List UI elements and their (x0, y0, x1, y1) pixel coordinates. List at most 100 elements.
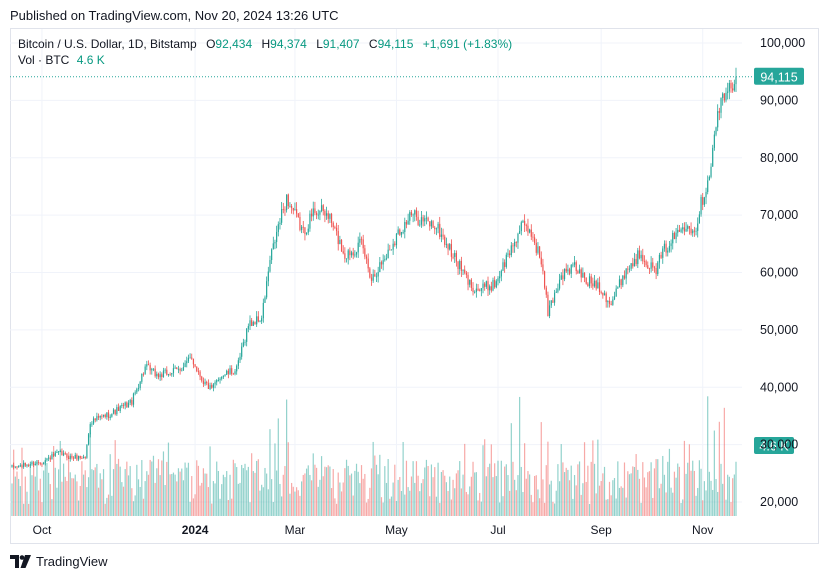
candle-body (618, 279, 621, 288)
candle-body (157, 373, 160, 378)
volume-bar (181, 468, 183, 516)
volume-bar (485, 476, 487, 516)
candle-body (524, 220, 526, 226)
candle-body (663, 243, 666, 249)
volume-bar (191, 476, 193, 516)
volume-bar (222, 474, 224, 516)
candle-body (322, 205, 324, 211)
candle-body (695, 230, 697, 232)
legend-open-value: 92,434 (215, 37, 253, 51)
volume-bar (557, 464, 559, 516)
volume-bar (234, 463, 236, 516)
volume-bar (622, 487, 624, 516)
volume-bar (33, 466, 35, 516)
volume-bar (547, 441, 549, 516)
volume-bar (29, 464, 31, 516)
candle-body (487, 281, 489, 291)
candle-body (279, 222, 281, 225)
candle-body (254, 322, 256, 325)
candle-body (472, 287, 474, 293)
candle-body (532, 236, 534, 238)
volume-bar (447, 491, 449, 516)
candle-body (702, 197, 704, 205)
volume-bar (362, 478, 364, 516)
candle-body (633, 258, 636, 267)
candle-body (382, 260, 384, 265)
volume-bar (28, 503, 30, 516)
x-tick-label: Sep (591, 523, 613, 537)
volume-bar (717, 491, 719, 516)
volume-bar (102, 469, 105, 516)
candle-body (247, 326, 249, 329)
volume-bar (172, 472, 175, 516)
volume-bar (166, 461, 168, 516)
volume-bar (375, 464, 378, 516)
volume-bar (728, 476, 730, 516)
candle-body (545, 287, 547, 295)
volume-bar (294, 491, 296, 516)
candle-body (284, 209, 286, 211)
candle-body (595, 280, 597, 289)
candle-body (563, 268, 566, 280)
candle-body (570, 265, 572, 274)
candle-body (720, 97, 722, 113)
volume-bar (605, 499, 607, 516)
candle-body (647, 265, 649, 269)
volume-bar (134, 495, 136, 516)
volume-bar (399, 476, 401, 516)
candle-body (497, 278, 499, 282)
volume-bar (678, 466, 681, 516)
volume-bar (657, 459, 659, 516)
candle-body (610, 303, 612, 305)
volume-bar (106, 497, 108, 516)
candle-body (357, 242, 359, 253)
volume-bar (13, 449, 15, 516)
footer-brand[interactable]: TradingView (36, 554, 108, 569)
candle-body (708, 176, 710, 181)
volume-bar (400, 490, 403, 516)
volume-bar (64, 476, 66, 516)
candle-body (109, 416, 111, 418)
volume-bar (276, 470, 278, 516)
volume-bar (402, 441, 404, 516)
volume-bar (369, 487, 371, 516)
candle-body (24, 462, 26, 466)
candle-body (613, 296, 616, 300)
candle-body (608, 300, 611, 304)
volume-bar (384, 466, 386, 516)
volume-bar (462, 474, 464, 516)
candle-body (499, 276, 501, 279)
candle-body (48, 457, 50, 459)
candle-body (64, 453, 66, 455)
candle-body (607, 300, 609, 303)
candle-body (38, 462, 40, 463)
volume-bar (11, 483, 13, 516)
volume-bar (635, 454, 637, 516)
volume-bar (147, 474, 150, 516)
candle-body (69, 455, 71, 459)
candle-body (558, 279, 561, 289)
candle-body (557, 288, 559, 292)
candle-body (597, 282, 599, 289)
volume-bar (21, 447, 23, 516)
volume-bar (450, 499, 452, 516)
volume-bar (385, 482, 388, 516)
candle-body (345, 258, 348, 260)
candle-body (49, 457, 51, 460)
candle-body (374, 274, 376, 277)
volume-bar (718, 421, 720, 516)
candle-body (592, 283, 594, 287)
volume-bar (26, 491, 28, 516)
volume-bar (76, 481, 78, 516)
candle-body (652, 262, 654, 268)
volume-bar (24, 476, 26, 516)
candle-body (535, 242, 537, 253)
volume-bar (407, 487, 409, 516)
volume-bar (705, 490, 707, 516)
volume-bar (553, 503, 556, 516)
candle-body (365, 256, 368, 259)
volume-bar (232, 459, 234, 516)
volume-bar (259, 490, 261, 516)
volume-bar (432, 477, 434, 516)
